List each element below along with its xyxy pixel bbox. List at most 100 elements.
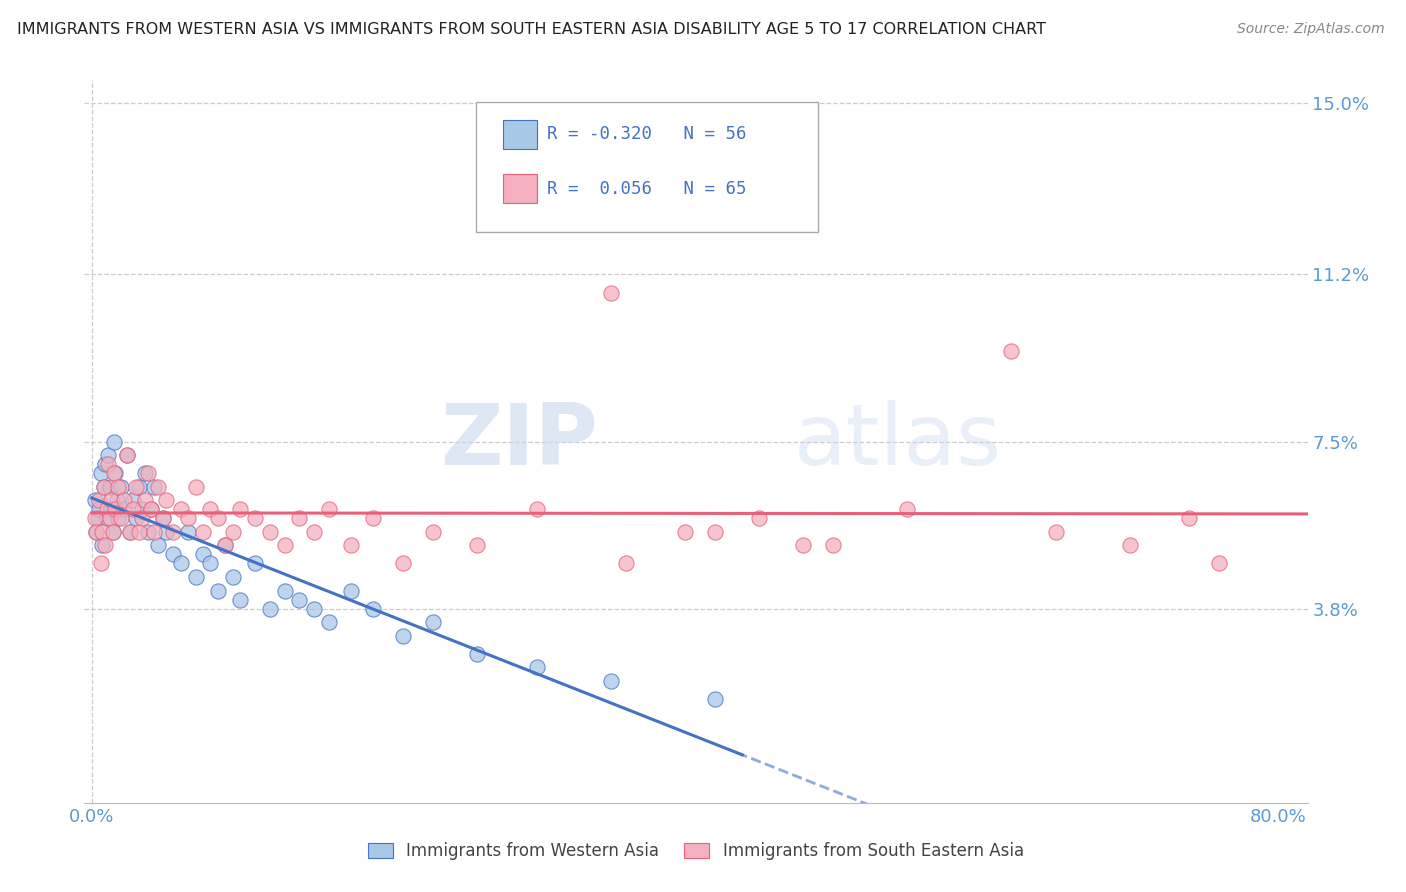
Point xyxy=(1118,538,1140,552)
Point xyxy=(170,502,193,516)
Text: atlas: atlas xyxy=(794,400,1002,483)
Point xyxy=(131,502,153,516)
Point xyxy=(288,511,311,525)
Point xyxy=(243,557,266,571)
Point xyxy=(131,511,153,525)
Point xyxy=(89,502,111,516)
Point xyxy=(363,601,385,615)
Point xyxy=(120,524,142,539)
Point xyxy=(90,466,112,480)
Point xyxy=(143,524,166,539)
Point xyxy=(465,647,488,661)
Point xyxy=(84,524,107,539)
Point xyxy=(155,493,177,508)
Point xyxy=(422,524,444,539)
Point xyxy=(1045,524,1067,539)
Point xyxy=(83,511,105,525)
Point xyxy=(792,538,814,552)
Point xyxy=(136,524,159,539)
Point xyxy=(122,502,145,516)
Point xyxy=(221,570,243,584)
Point xyxy=(143,480,166,494)
Point xyxy=(599,285,621,300)
Point xyxy=(93,480,115,494)
Point xyxy=(162,524,184,539)
Point xyxy=(229,592,252,607)
Point xyxy=(94,538,117,552)
Point xyxy=(120,524,142,539)
Point xyxy=(526,502,548,516)
Point xyxy=(152,511,174,525)
Point xyxy=(110,480,132,494)
Point xyxy=(177,524,200,539)
Point xyxy=(110,511,132,525)
Text: Source: ZipAtlas.com: Source: ZipAtlas.com xyxy=(1237,22,1385,37)
Point xyxy=(340,538,363,552)
Point xyxy=(139,502,162,516)
Text: R = -0.320   N = 56: R = -0.320 N = 56 xyxy=(547,125,747,143)
Point xyxy=(103,466,125,480)
Point xyxy=(152,511,174,525)
Legend: Immigrants from Western Asia, Immigrants from South Eastern Asia: Immigrants from Western Asia, Immigrants… xyxy=(361,836,1031,867)
Point xyxy=(96,511,118,525)
Point xyxy=(107,480,129,494)
Point xyxy=(128,524,150,539)
Point xyxy=(599,673,621,688)
Point xyxy=(91,538,114,552)
Point xyxy=(148,480,170,494)
Text: IMMIGRANTS FROM WESTERN ASIA VS IMMIGRANTS FROM SOUTH EASTERN ASIA DISABILITY AG: IMMIGRANTS FROM WESTERN ASIA VS IMMIGRAN… xyxy=(17,22,1046,37)
Point xyxy=(128,480,150,494)
Point xyxy=(104,502,127,516)
Point xyxy=(526,660,548,674)
Point xyxy=(148,538,170,552)
Point xyxy=(302,601,325,615)
Point xyxy=(112,502,135,516)
Point xyxy=(896,502,918,516)
Point xyxy=(90,557,112,571)
Point xyxy=(191,524,214,539)
Point xyxy=(673,524,696,539)
Point xyxy=(214,538,236,552)
Point xyxy=(103,434,125,449)
Point xyxy=(302,524,325,539)
Point xyxy=(1208,557,1230,571)
Point xyxy=(97,457,120,471)
Point xyxy=(91,524,114,539)
Point xyxy=(94,457,117,471)
Point xyxy=(200,557,222,571)
Point xyxy=(748,511,770,525)
Point xyxy=(117,448,139,462)
Point xyxy=(273,538,295,552)
Point xyxy=(162,548,184,562)
Point xyxy=(191,548,214,562)
Point xyxy=(1178,511,1201,525)
Point xyxy=(703,524,725,539)
Point xyxy=(100,493,122,508)
Point xyxy=(101,524,124,539)
Point xyxy=(107,511,129,525)
Point xyxy=(614,557,637,571)
Point xyxy=(93,480,115,494)
Point xyxy=(125,480,148,494)
Point xyxy=(1000,344,1022,359)
Point xyxy=(392,557,415,571)
Point xyxy=(101,524,124,539)
Point xyxy=(363,511,385,525)
Point xyxy=(105,493,128,508)
Text: ZIP: ZIP xyxy=(440,400,598,483)
Point xyxy=(125,511,148,525)
Point xyxy=(86,511,108,525)
Point xyxy=(104,466,127,480)
Point xyxy=(259,524,281,539)
Point xyxy=(392,629,415,643)
Point xyxy=(465,538,488,552)
Point xyxy=(184,480,207,494)
Point xyxy=(89,493,111,508)
Point xyxy=(97,448,120,462)
Point xyxy=(318,502,340,516)
Point xyxy=(117,448,139,462)
Point xyxy=(229,502,252,516)
Point xyxy=(259,601,281,615)
Point xyxy=(136,466,159,480)
Point xyxy=(340,583,363,598)
